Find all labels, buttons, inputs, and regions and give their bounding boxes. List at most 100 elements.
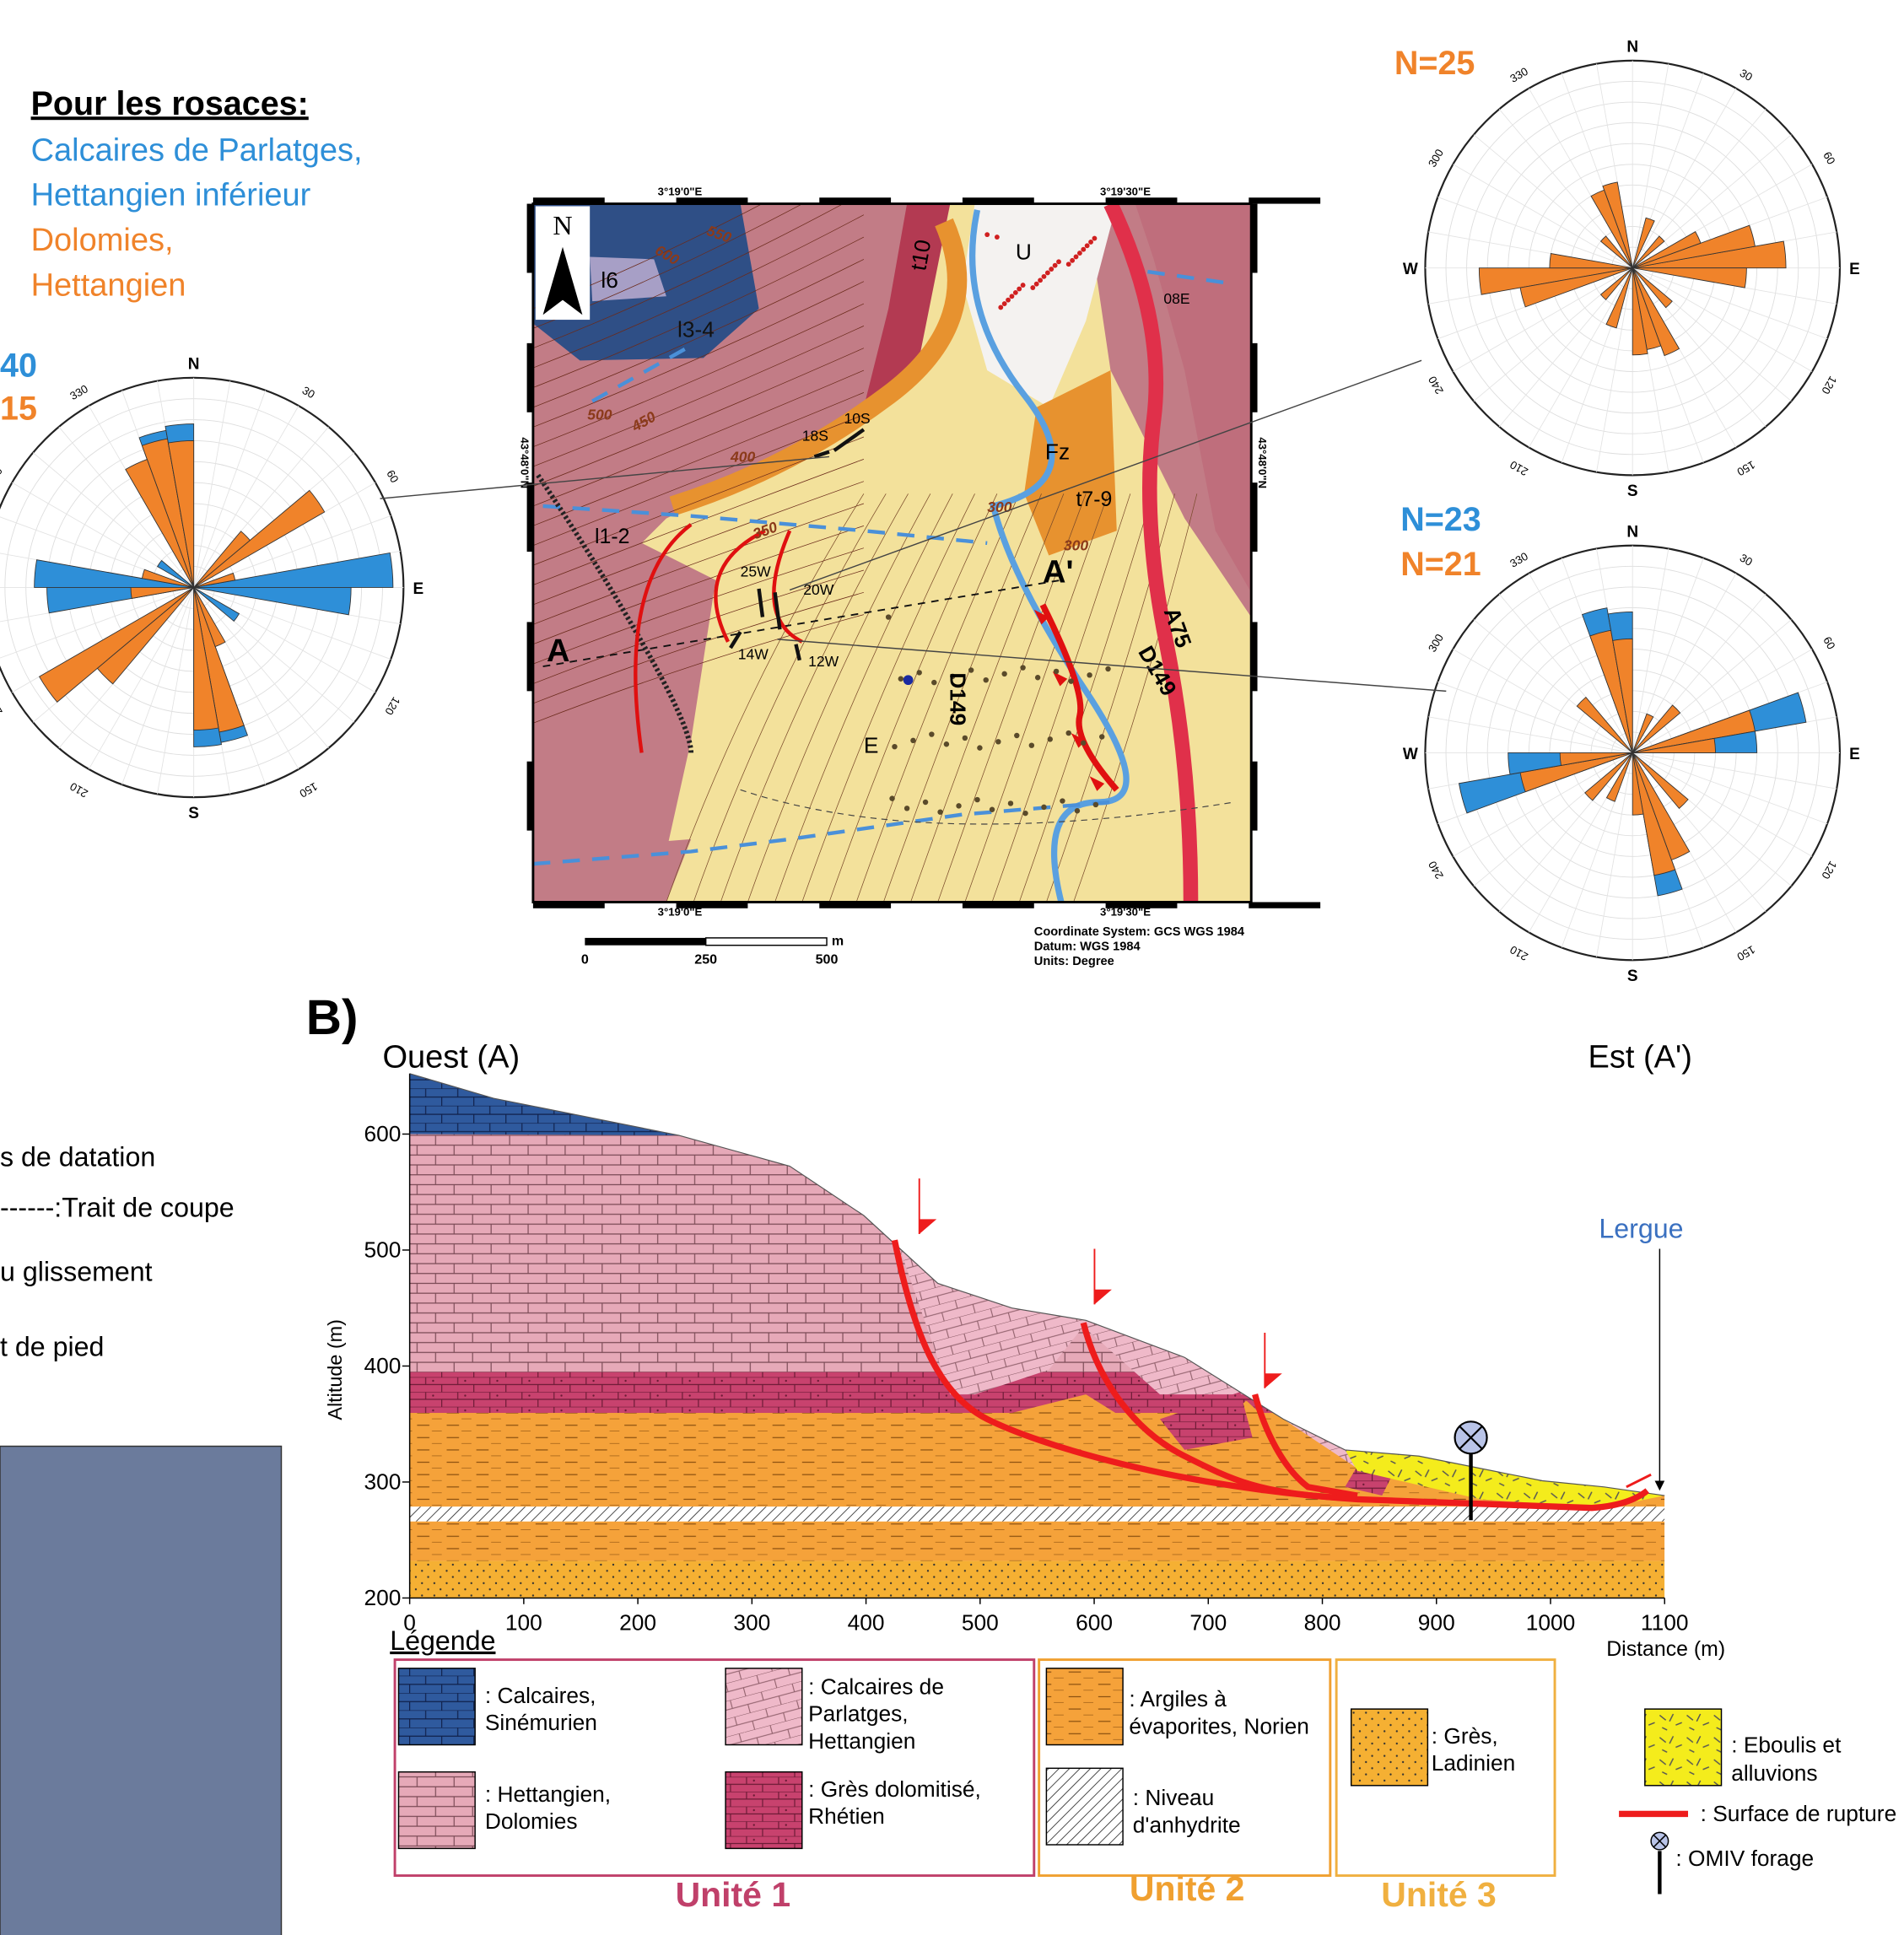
dot bbox=[1093, 802, 1098, 807]
x-tick-label: 300 bbox=[733, 1609, 770, 1635]
legend-swatch bbox=[725, 1772, 802, 1849]
legend-text: : Hettangien, bbox=[485, 1781, 611, 1807]
dot bbox=[1088, 240, 1093, 245]
frame-tick bbox=[963, 902, 1034, 908]
x-tick-label: 700 bbox=[1189, 1609, 1227, 1635]
section-end: A' bbox=[1043, 555, 1073, 590]
dot bbox=[1030, 285, 1035, 290]
unit-label: U bbox=[1016, 239, 1032, 264]
dot bbox=[1042, 274, 1047, 279]
degree-label: 300 bbox=[0, 466, 5, 488]
legend-title: Pour les rosaces: bbox=[31, 85, 309, 122]
frame-tick bbox=[1251, 482, 1257, 552]
dot bbox=[1074, 255, 1079, 260]
unit-label: l3-4 bbox=[677, 317, 715, 342]
frame-tick bbox=[533, 197, 605, 203]
unit-label: t10 bbox=[905, 238, 936, 272]
y-tick-label: 600 bbox=[364, 1121, 401, 1146]
degree-label: 300 bbox=[1426, 632, 1446, 655]
label: 3°19'0"E bbox=[658, 906, 703, 919]
label: 3°19'30"E bbox=[1100, 185, 1151, 197]
legend-text: : Grès, bbox=[1432, 1723, 1498, 1749]
dot bbox=[1029, 742, 1034, 747]
frame-tick bbox=[963, 197, 1034, 203]
legend-line: Hettangien inférieur bbox=[31, 178, 311, 213]
dot bbox=[1056, 259, 1061, 264]
scale-label: 250 bbox=[694, 952, 717, 968]
dot bbox=[1013, 290, 1018, 295]
dot bbox=[984, 677, 989, 682]
dot bbox=[1008, 800, 1013, 806]
x-tick-label: 900 bbox=[1418, 1609, 1455, 1635]
y-tick-label: 200 bbox=[364, 1585, 401, 1610]
rose-count: N=23 bbox=[1400, 501, 1481, 538]
compass-letter: S bbox=[1627, 482, 1638, 500]
frame-tick bbox=[819, 902, 891, 908]
y-tick-label: 300 bbox=[364, 1469, 401, 1495]
frame-tick bbox=[527, 204, 533, 273]
contour-label: 500 bbox=[587, 407, 612, 423]
road-label: D149 bbox=[945, 672, 970, 725]
legend-text: Dolomies bbox=[485, 1808, 578, 1834]
section-end: A bbox=[547, 633, 569, 669]
legend-title: Légende bbox=[390, 1625, 495, 1656]
dot bbox=[898, 676, 903, 682]
x-tick-label: 500 bbox=[962, 1609, 999, 1635]
dot bbox=[1068, 678, 1073, 683]
dot bbox=[1053, 263, 1058, 268]
dot bbox=[1034, 282, 1039, 287]
degree-label: 150 bbox=[1735, 943, 1758, 963]
dot bbox=[963, 736, 968, 741]
degree-label: 150 bbox=[1735, 458, 1758, 478]
frame-tick bbox=[527, 762, 533, 831]
dot bbox=[892, 744, 897, 749]
dot bbox=[974, 797, 979, 802]
dot bbox=[995, 234, 1000, 240]
compass-letter: S bbox=[1627, 968, 1638, 985]
degree-label: 30 bbox=[300, 384, 317, 401]
rose-count: N=21 bbox=[1400, 546, 1481, 583]
legend-fragment: s de datation bbox=[0, 1142, 155, 1172]
dot bbox=[889, 795, 894, 800]
unit-label: 08E bbox=[1163, 290, 1189, 307]
cross-section: 2003004005006000100200300400500600700800… bbox=[364, 1061, 1896, 1914]
rose-count: 40 bbox=[0, 347, 37, 384]
east-label: Est (A') bbox=[1588, 1039, 1692, 1075]
dot bbox=[1014, 733, 1019, 738]
legend-text: évaporites, Norien bbox=[1129, 1713, 1309, 1738]
degree-label: 210 bbox=[67, 780, 90, 800]
dot bbox=[1021, 283, 1026, 288]
frame-tick bbox=[1251, 762, 1257, 831]
frame-tick bbox=[533, 902, 605, 908]
dot bbox=[977, 745, 982, 750]
unit-label: t7-9 bbox=[1076, 488, 1113, 511]
river-head bbox=[1655, 1480, 1665, 1490]
compass-letter: N bbox=[1626, 39, 1638, 57]
station-label: 10S bbox=[844, 410, 871, 427]
dot bbox=[944, 741, 949, 747]
dot bbox=[1054, 669, 1059, 674]
unit-title: Unité 1 bbox=[676, 1875, 791, 1914]
scale-unit: m bbox=[832, 934, 844, 949]
slip-head bbox=[920, 1219, 936, 1234]
degree-label: 120 bbox=[1819, 859, 1839, 881]
legend-fragment: ------:Trait de coupe bbox=[0, 1192, 235, 1222]
unit-label: Fz bbox=[1045, 439, 1070, 464]
degree-label: 300 bbox=[1426, 147, 1446, 170]
y-tick-label: 400 bbox=[364, 1353, 401, 1378]
dot bbox=[923, 800, 928, 805]
station-label: 14W bbox=[738, 645, 769, 662]
compass-letter: E bbox=[413, 580, 424, 598]
x-tick-label: 200 bbox=[619, 1609, 656, 1635]
legend-line: Dolomies, bbox=[31, 223, 174, 258]
scale-black bbox=[585, 938, 705, 946]
unit-title: Unité 3 bbox=[1381, 1875, 1497, 1914]
dot bbox=[1081, 247, 1086, 252]
x-tick-label: 1000 bbox=[1526, 1609, 1576, 1635]
rose: N=23N=21NESW3060120150210240300330 bbox=[1400, 501, 1860, 985]
strata bbox=[410, 1061, 1669, 1598]
frame-tick bbox=[819, 197, 891, 203]
unit-label: l6 bbox=[601, 267, 618, 293]
scale-label: 500 bbox=[816, 952, 839, 968]
legend-text: : OMIV forage bbox=[1675, 1846, 1814, 1871]
